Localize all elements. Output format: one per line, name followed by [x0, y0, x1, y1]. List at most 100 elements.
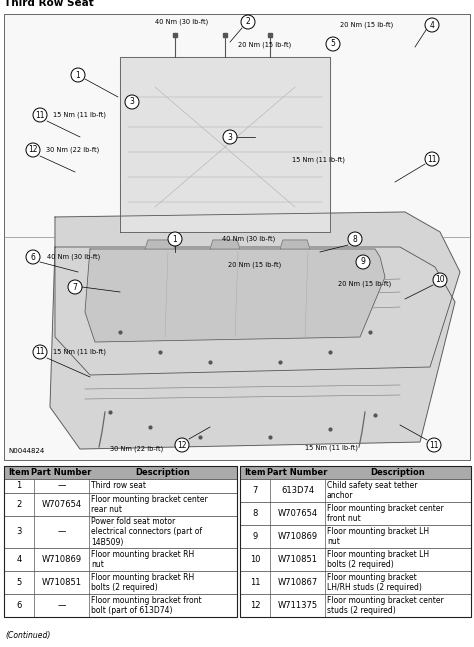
Text: 9: 9	[361, 258, 365, 267]
Polygon shape	[120, 57, 330, 232]
Text: 4: 4	[17, 555, 22, 564]
Text: 1: 1	[173, 234, 177, 243]
Circle shape	[26, 143, 40, 157]
Text: (Continued): (Continued)	[5, 631, 50, 640]
Bar	[240, 525, 471, 548]
Circle shape	[33, 345, 47, 359]
Circle shape	[425, 18, 439, 32]
Text: 3: 3	[129, 98, 135, 107]
Text: W710869: W710869	[41, 555, 82, 564]
Text: 30 Nm (22 lb-ft): 30 Nm (22 lb-ft)	[46, 147, 99, 153]
Polygon shape	[85, 249, 385, 342]
Bar	[4, 571, 237, 594]
Text: W710869: W710869	[277, 532, 318, 541]
Text: 11: 11	[250, 578, 260, 587]
Text: Item: Item	[244, 468, 266, 477]
Text: Child safety seat tether
anchor: Child safety seat tether anchor	[327, 481, 418, 500]
Text: 20 Nm (15 lb-ft): 20 Nm (15 lb-ft)	[228, 262, 281, 269]
Text: Item: Item	[8, 468, 30, 477]
Text: Third row seat: Third row seat	[91, 481, 146, 490]
Text: 15 Nm (11 lb-ft): 15 Nm (11 lb-ft)	[292, 157, 345, 163]
Circle shape	[425, 152, 439, 166]
Circle shape	[175, 438, 189, 452]
Text: 20 Nm (15 lb-ft): 20 Nm (15 lb-ft)	[238, 42, 291, 49]
Text: 5: 5	[330, 39, 336, 49]
Text: 6: 6	[16, 601, 22, 610]
Text: 40 Nm (30 lb-ft): 40 Nm (30 lb-ft)	[47, 254, 100, 260]
Text: 1: 1	[76, 71, 81, 80]
Text: Floor mounting bracket RH
nut: Floor mounting bracket RH nut	[91, 550, 194, 569]
Text: W710851: W710851	[42, 578, 82, 587]
Bar	[240, 466, 471, 479]
Circle shape	[427, 438, 441, 452]
Bar	[4, 548, 237, 571]
Circle shape	[223, 130, 237, 144]
Text: —: —	[57, 481, 66, 490]
Text: Description: Description	[371, 468, 425, 477]
Text: 10: 10	[435, 276, 445, 285]
Text: 20 Nm (15 lb-ft): 20 Nm (15 lb-ft)	[338, 281, 391, 287]
Text: Part Number: Part Number	[31, 468, 91, 477]
Text: 8: 8	[252, 509, 258, 518]
Text: 10: 10	[250, 555, 260, 564]
Text: 11: 11	[427, 155, 437, 164]
Text: 1: 1	[17, 481, 22, 490]
Text: Floor mounting bracket LH
nut: Floor mounting bracket LH nut	[327, 527, 429, 546]
Text: Floor mounting bracket
LH/RH studs (2 required): Floor mounting bracket LH/RH studs (2 re…	[327, 573, 422, 592]
Text: —: —	[57, 601, 66, 610]
Text: 12: 12	[28, 146, 38, 155]
Bar	[4, 594, 237, 617]
Bar	[4, 493, 237, 516]
Text: Floor mounting bracket center
studs (2 required): Floor mounting bracket center studs (2 r…	[327, 596, 444, 615]
Text: 8: 8	[353, 234, 357, 243]
Text: W711375: W711375	[277, 601, 318, 610]
Polygon shape	[280, 240, 310, 249]
Text: 9: 9	[252, 532, 258, 541]
Text: 5: 5	[17, 578, 22, 587]
Circle shape	[26, 250, 40, 264]
Circle shape	[68, 280, 82, 294]
Bar	[4, 466, 237, 617]
Text: 3: 3	[228, 133, 232, 142]
Text: 7: 7	[252, 486, 258, 495]
Text: Power fold seat motor
electrical connectors (part of
14B509): Power fold seat motor electrical connect…	[91, 517, 202, 547]
Text: Part Number: Part Number	[267, 468, 328, 477]
Text: Description: Description	[136, 468, 191, 477]
Text: W710851: W710851	[277, 555, 318, 564]
Polygon shape	[145, 240, 175, 249]
Text: 12: 12	[250, 601, 260, 610]
Text: 4: 4	[429, 21, 435, 30]
Circle shape	[433, 273, 447, 287]
Text: W707654: W707654	[277, 509, 318, 518]
Circle shape	[125, 95, 139, 109]
Text: 40 Nm (30 lb-ft): 40 Nm (30 lb-ft)	[222, 236, 275, 242]
Text: N0044824: N0044824	[8, 448, 44, 454]
Bar	[4, 14, 470, 460]
Text: W710867: W710867	[277, 578, 318, 587]
Text: 7: 7	[73, 283, 77, 292]
Bar	[240, 466, 471, 617]
Text: Third Row Seat: Third Row Seat	[4, 0, 94, 8]
Text: 11: 11	[429, 441, 439, 450]
Text: Floor mounting bracket RH
bolts (2 required): Floor mounting bracket RH bolts (2 requi…	[91, 573, 194, 592]
Text: 12: 12	[177, 441, 187, 450]
Circle shape	[241, 15, 255, 29]
Text: 15 Nm (11 lb-ft): 15 Nm (11 lb-ft)	[305, 444, 358, 451]
Circle shape	[33, 108, 47, 122]
Circle shape	[348, 232, 362, 246]
Text: Floor mounting bracket LH
bolts (2 required): Floor mounting bracket LH bolts (2 requi…	[327, 550, 429, 569]
Text: 3: 3	[16, 527, 22, 536]
Text: 15 Nm (11 lb-ft): 15 Nm (11 lb-ft)	[53, 112, 106, 118]
Text: Floor mounting bracket center
front nut: Floor mounting bracket center front nut	[327, 504, 444, 523]
Circle shape	[326, 37, 340, 51]
Text: 11: 11	[35, 111, 45, 120]
Polygon shape	[210, 240, 240, 249]
Bar	[4, 479, 237, 493]
Text: 30 Nm (22 lb-ft): 30 Nm (22 lb-ft)	[110, 446, 163, 452]
Circle shape	[168, 232, 182, 246]
Text: 20 Nm (15 lb-ft): 20 Nm (15 lb-ft)	[340, 22, 393, 28]
Text: 15 Nm (11 lb-ft): 15 Nm (11 lb-ft)	[53, 349, 106, 355]
Text: —: —	[57, 527, 66, 536]
Text: W707654: W707654	[41, 500, 82, 509]
Bar	[240, 479, 471, 502]
